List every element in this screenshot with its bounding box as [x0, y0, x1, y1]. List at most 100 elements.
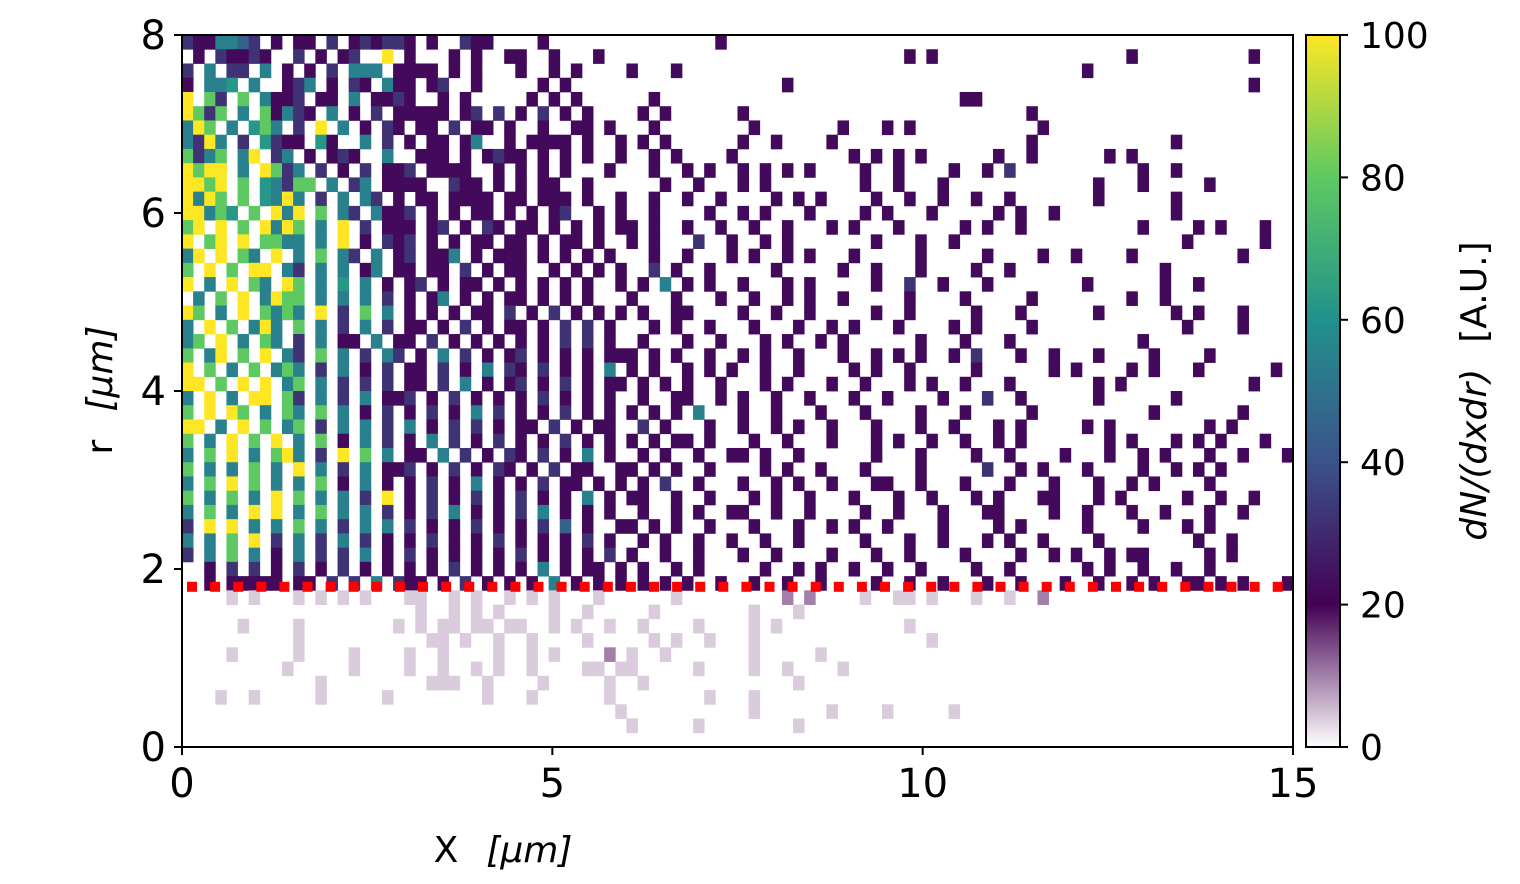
- heatmap-cell: [281, 163, 294, 178]
- heatmap-cell: [681, 163, 694, 178]
- heatmap-cell: [415, 277, 427, 292]
- heatmap-cell: [204, 91, 216, 107]
- heatmap-cell: [881, 205, 894, 221]
- heatmap-cell: [270, 533, 283, 549]
- heatmap-cell: [1137, 177, 1149, 193]
- heatmap-cell: [281, 391, 294, 406]
- heatmap-cell: [315, 376, 327, 392]
- heatmap-cell: [548, 191, 561, 207]
- heatmap-cell: [426, 547, 438, 563]
- heatmap-cell: [870, 576, 883, 591]
- heatmap-cell: [970, 561, 983, 577]
- heatmap-cell: [559, 561, 572, 577]
- heatmap-cell: [393, 220, 405, 235]
- heatmap-cell: [237, 134, 250, 150]
- heatmap-cell: [581, 277, 594, 292]
- heatmap-cell: [393, 106, 405, 121]
- heatmap-cell: [204, 35, 216, 50]
- heatmap-cell: [193, 305, 205, 321]
- heatmap-cell: [537, 77, 550, 93]
- heatmap-cell: [226, 533, 238, 549]
- heatmap-cell: [626, 234, 638, 249]
- heatmap-cell: [293, 618, 305, 634]
- heatmap-cell: [359, 504, 372, 520]
- heatmap-cell: [537, 519, 550, 534]
- heatmap-cell: [1137, 462, 1149, 477]
- heatmap-cell: [1193, 533, 1205, 549]
- heatmap-cell: [215, 35, 227, 50]
- heatmap-cell: [893, 148, 905, 164]
- heatmap-cell: [193, 49, 205, 64]
- heatmap-cell: [848, 519, 861, 534]
- heatmap-cell: [870, 262, 883, 278]
- heatmap-cell: [493, 177, 505, 193]
- heatmap-cell: [359, 163, 372, 178]
- heatmap-cell: [615, 277, 627, 292]
- heatmap-cell: [548, 419, 561, 435]
- heatmap-cell: [182, 405, 194, 420]
- heatmap-cell: [959, 334, 972, 349]
- heatmap-cell: [981, 533, 994, 549]
- heatmap-cells: [182, 35, 1294, 734]
- heatmap-cell: [548, 63, 561, 79]
- heatmap-cell: [993, 504, 1005, 520]
- heatmap-cell: [448, 63, 461, 79]
- heatmap-cell: [904, 49, 916, 64]
- heatmap-cell: [259, 134, 272, 150]
- heatmap-cell: [648, 362, 661, 378]
- heatmap-cell: [404, 248, 416, 264]
- heatmap-cell: [937, 504, 949, 520]
- heatmap-cell: [1193, 433, 1205, 449]
- heatmap-cell: [548, 647, 561, 662]
- heatmap-cell: [226, 519, 238, 534]
- heatmap-cell: [626, 462, 638, 477]
- heatmap-cell: [581, 547, 594, 563]
- heatmap-cell: [359, 547, 372, 563]
- heatmap-cell: [537, 148, 550, 164]
- heatmap-cell: [648, 633, 661, 648]
- heatmap-cell: [559, 533, 572, 549]
- heatmap-cell: [870, 547, 883, 563]
- heatmap-cell: [393, 163, 405, 178]
- heatmap-cell: [604, 675, 616, 691]
- heatmap-cell: [426, 148, 438, 164]
- heatmap-cell: [281, 447, 294, 463]
- heatmap-cell: [515, 191, 527, 207]
- colorbar-tick-label: 80: [1360, 158, 1406, 199]
- heatmap-cell: [281, 348, 294, 363]
- heatmap-cell: [204, 177, 216, 193]
- heatmap-cell: [337, 148, 350, 164]
- heatmap-cell: [481, 120, 494, 136]
- heatmap-cell: [470, 604, 483, 620]
- heatmap-cell: [470, 661, 483, 677]
- heatmap-cell: [1137, 163, 1149, 178]
- heatmap-cell: [448, 163, 461, 178]
- heatmap-cell: [215, 106, 227, 121]
- heatmap-cell: [959, 291, 972, 306]
- heatmap-cell: [693, 547, 705, 563]
- heatmap-cell: [381, 419, 394, 435]
- heatmap-cell: [570, 419, 583, 435]
- heatmap-cell: [1093, 476, 1105, 492]
- heatmap-cell: [481, 376, 494, 392]
- heatmap-cell: [526, 419, 538, 435]
- heatmap-cell: [537, 504, 550, 520]
- heatmap-cell: [481, 220, 494, 235]
- heatmap-cell: [548, 262, 561, 278]
- heatmap-cell: [393, 91, 405, 107]
- heatmap-cell: [481, 447, 494, 463]
- heatmap-cell: [681, 334, 694, 349]
- heatmap-cell: [1081, 504, 1094, 520]
- heatmap-cell: [415, 148, 427, 164]
- heatmap-cell: [537, 163, 550, 178]
- heatmap-cell: [437, 134, 450, 150]
- heatmap-cell: [248, 148, 261, 164]
- heatmap-cell: [515, 447, 527, 463]
- heatmap-cell: [315, 334, 327, 349]
- heatmap-cell: [337, 362, 350, 378]
- heatmap-cell: [1104, 433, 1116, 449]
- heatmap-cell: [470, 49, 483, 64]
- heatmap-cell: [637, 561, 650, 577]
- heatmap-cell: [604, 120, 616, 136]
- heatmap-cell: [1126, 291, 1138, 306]
